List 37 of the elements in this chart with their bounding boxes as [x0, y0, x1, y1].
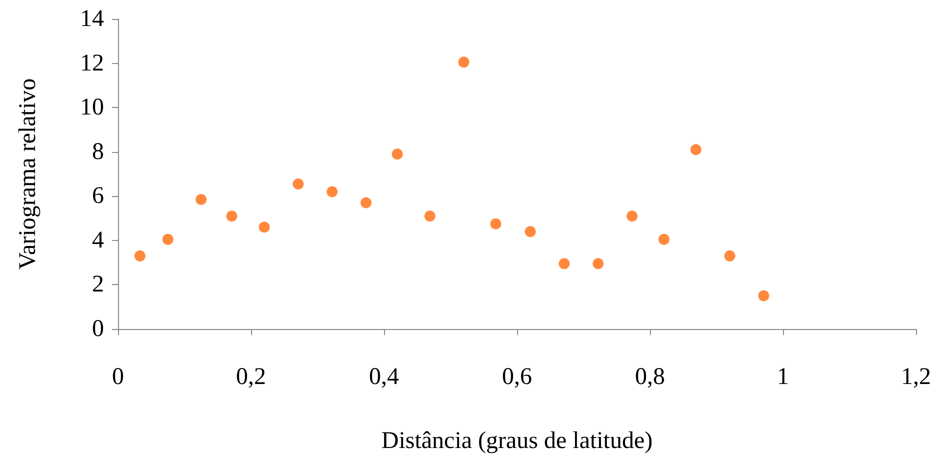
y-axis-title: Variograma relativo [15, 78, 41, 270]
y-tick-label: 14 [80, 6, 104, 32]
x-tick-label: 0,2 [236, 364, 266, 390]
point [558, 258, 570, 270]
point [690, 144, 702, 156]
point [626, 210, 638, 222]
point [162, 234, 174, 245]
point [458, 56, 470, 68]
y-tick-label: 12 [80, 50, 104, 76]
point [424, 210, 436, 222]
x-tick-label: 0 [112, 364, 124, 390]
y-tick-label: 8 [92, 138, 104, 165]
point [758, 290, 770, 302]
x-tick-label: 0,4 [369, 364, 399, 390]
y-tick-label: 2 [92, 272, 104, 298]
x-axis-title: Distância (graus de latitude) [381, 428, 653, 454]
point [524, 226, 536, 238]
y-tick-label: 0 [92, 316, 104, 342]
x-tick-label: 1,2 [901, 364, 931, 390]
point [658, 234, 670, 245]
point [490, 218, 502, 230]
y-tick-label: 4 [92, 227, 104, 254]
point [226, 210, 238, 222]
x-tick-label: 1 [777, 364, 789, 390]
x-tick-label: 0,6 [502, 364, 532, 390]
y-tick-label: 6 [92, 183, 104, 210]
point [326, 186, 338, 198]
point [292, 178, 304, 190]
point [360, 197, 372, 208]
point [196, 194, 207, 205]
point [724, 250, 736, 262]
x-tick-label: 0,8 [635, 364, 665, 390]
point [134, 250, 146, 262]
point [592, 258, 604, 270]
y-tick-label: 10 [80, 94, 104, 121]
point [258, 222, 270, 233]
point [392, 148, 403, 160]
